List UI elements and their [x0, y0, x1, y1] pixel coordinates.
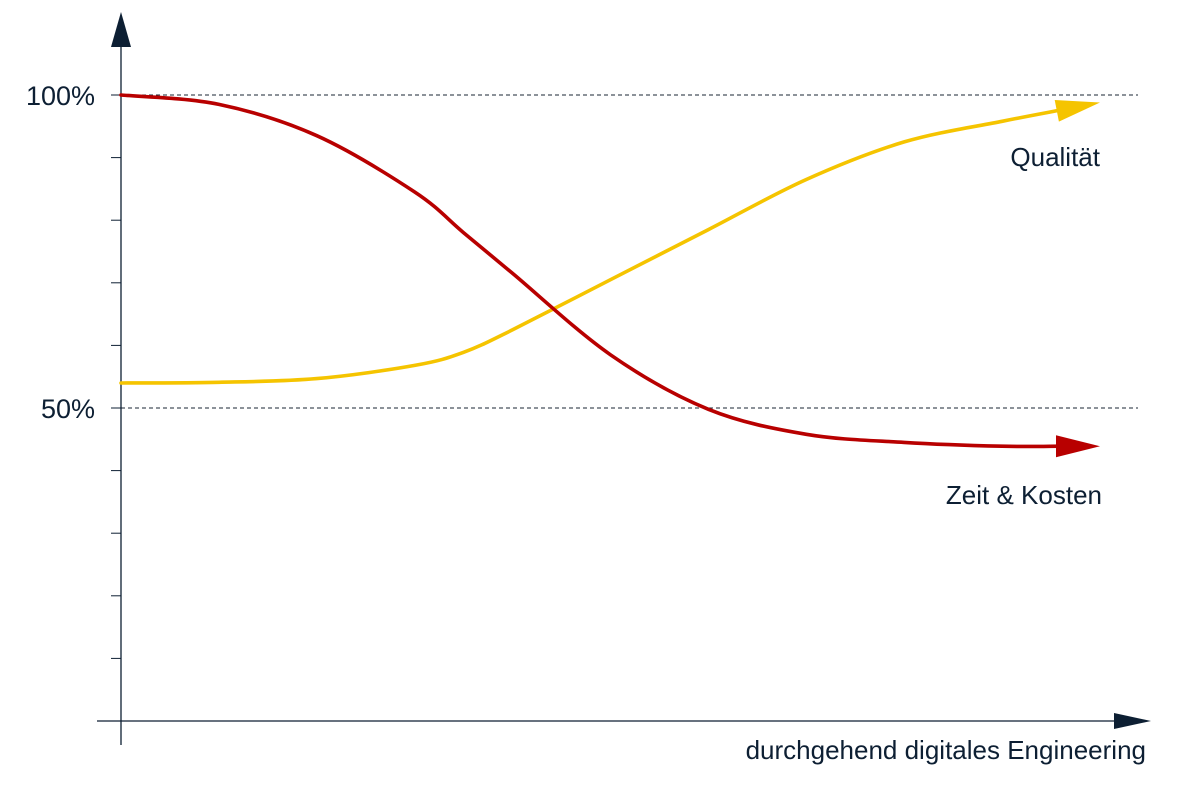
y-axis	[111, 12, 131, 745]
x-axis-arrow-icon	[1114, 713, 1151, 729]
series-line-qualitaet	[119, 108, 1063, 385]
y-axis-arrow-icon	[111, 12, 131, 47]
series-lines	[119, 93, 1100, 458]
y-tick-label: 50%	[41, 394, 95, 424]
y-ticks	[111, 94, 121, 659]
x-axis	[97, 713, 1151, 729]
y-tick-labels: 100% 50%	[26, 81, 95, 424]
series-line-zeit-kosten	[119, 93, 1062, 449]
series-label-qualitaet: Qualität	[1010, 142, 1100, 172]
reference-lines	[121, 94, 1138, 409]
series-label-zeit-kosten: Zeit & Kosten	[946, 480, 1102, 510]
y-tick-label: 100%	[26, 81, 95, 111]
arrowhead-icon-qualitaet	[1054, 100, 1100, 122]
arrowhead-icon-zeit-kosten	[1056, 435, 1100, 458]
x-axis-label: durchgehend digitales Engineering	[746, 735, 1146, 765]
